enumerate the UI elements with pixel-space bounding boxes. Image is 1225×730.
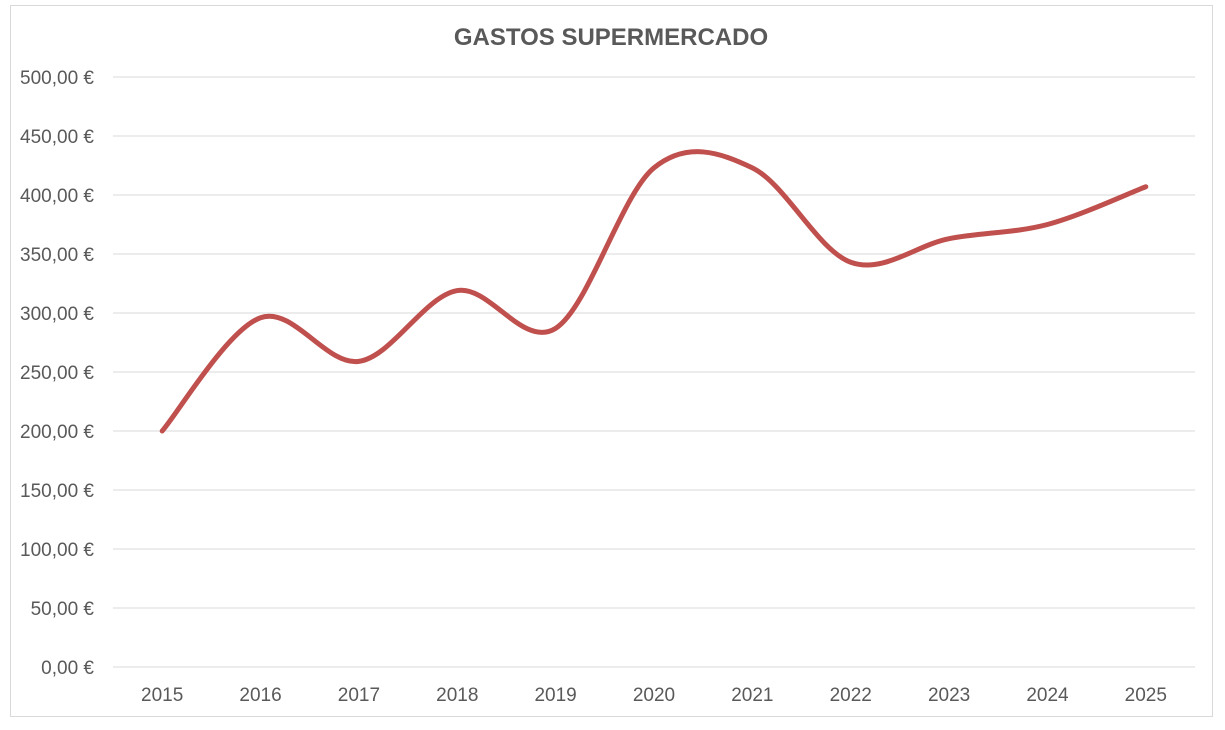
series-layer <box>159 149 1149 434</box>
chart-title: GASTOS SUPERMERCADO <box>454 24 768 51</box>
y-tick-label: 300,00 € <box>20 304 94 325</box>
x-tick-label: 2021 <box>731 685 773 706</box>
y-tick-label: 200,00 € <box>20 422 94 443</box>
y-axis-ticks: 0,00 € 50,00 € 100,00 € 150,00 € 200,00 € 250… <box>20 68 94 679</box>
gridlines <box>113 76 1195 668</box>
x-tick-label: 2018 <box>436 685 478 706</box>
series-line <box>159 149 1149 434</box>
y-tick-label: 150,00 € <box>20 481 94 502</box>
y-tick-label: 0,00 € <box>41 658 94 679</box>
y-tick-label: 450,00 € <box>20 127 94 148</box>
y-tick-label: 50,00 € <box>31 599 95 620</box>
x-tick-label: 2023 <box>928 685 970 706</box>
y-tick-label: 350,00 € <box>20 245 94 266</box>
y-tick-label: 100,00 € <box>20 540 94 561</box>
x-tick-label: 2015 <box>141 685 183 706</box>
x-axis-ticks: 2015 2016 2017 2018 2019 2020 2021 2022 2023 2024… <box>141 685 1167 706</box>
y-tick-label: 400,00 € <box>20 186 94 207</box>
x-tick-label: 2025 <box>1125 685 1167 706</box>
x-tick-label: 2016 <box>239 685 281 706</box>
x-tick-label: 2020 <box>633 685 675 706</box>
chart-border <box>10 5 1213 717</box>
x-tick-label: 2024 <box>1026 685 1069 706</box>
y-tick-label: 500,00 € <box>20 68 94 89</box>
x-tick-label: 2017 <box>338 685 380 706</box>
x-tick-label: 2019 <box>534 685 576 706</box>
y-tick-label: 250,00 € <box>20 363 94 384</box>
x-tick-label: 2022 <box>830 685 872 706</box>
